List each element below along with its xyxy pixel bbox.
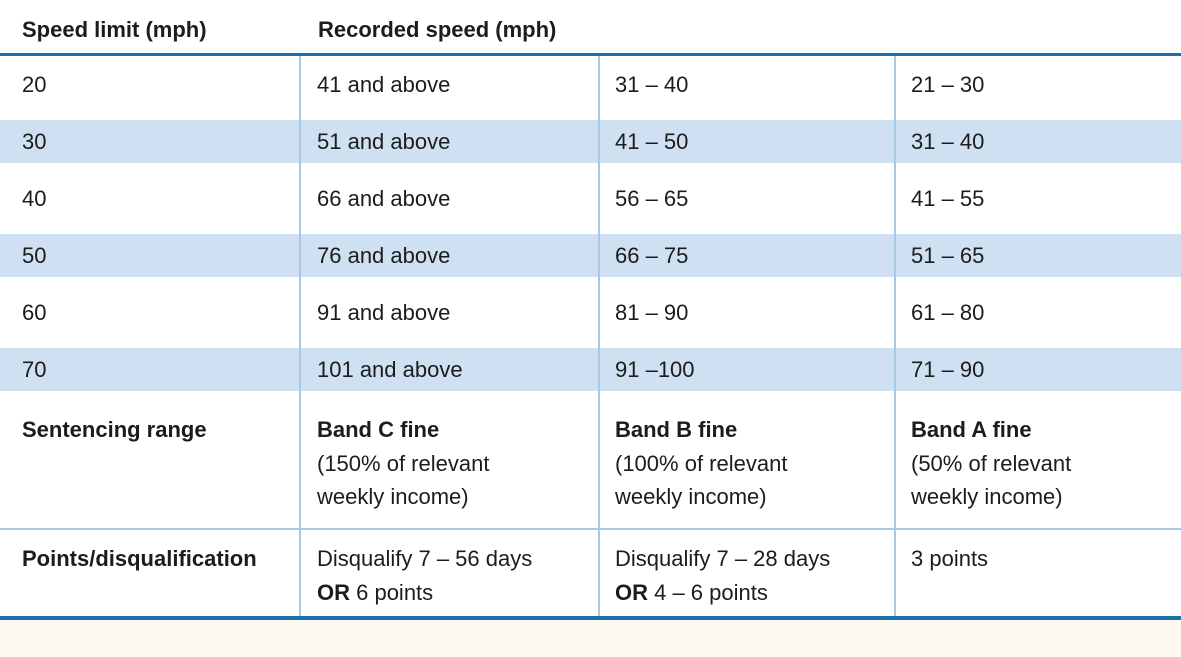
recorded-speed-cell: 51 – 65 [911, 242, 985, 268]
band-b-cell: Band B fine (100% of relevant weekly inc… [598, 398, 894, 514]
band-b-detail-line1: (100% of relevant [615, 450, 788, 476]
table-row-40: 40 66 and above 56 – 65 41 – 55 [0, 170, 1181, 227]
band-c-title: Band C fine [317, 417, 440, 442]
column-divider-1 [299, 56, 301, 616]
band-c-cell: Band C fine (150% of relevant weekly inc… [300, 398, 598, 514]
header-rule [0, 53, 1181, 56]
recorded-speed-cell: 91 –100 [615, 356, 695, 382]
bottom-rule [0, 616, 1181, 620]
or-keyword: OR [615, 579, 648, 605]
speed-limit-cell: 50 [22, 242, 47, 268]
sentencing-range-label: Sentencing range [22, 417, 207, 442]
band-a-detail-line1: (50% of relevant [911, 450, 1072, 476]
speed-limit-cell: 20 [22, 71, 47, 97]
band-b-detail-line2: weekly income) [615, 484, 767, 509]
points-band-b-cell: Disqualify 7 – 28 days OR 4 – 6 points [598, 530, 894, 609]
speed-limit-cell: 70 [22, 356, 47, 382]
table-row-20: 20 41 and above 31 – 40 21 – 30 [0, 56, 1181, 113]
table-body: 20 41 and above 31 – 40 21 – 30 30 51 an… [0, 56, 1181, 616]
table-row-30: 30 51 and above 41 – 50 31 – 40 [0, 113, 1181, 170]
table-row-70: 70 101 and above 91 –100 71 – 90 [0, 341, 1181, 398]
disqualify-line: Disqualify 7 – 28 days [615, 546, 831, 571]
points-disqualification-row: Points/disqualification Disqualify 7 – 5… [0, 530, 1181, 616]
recorded-speed-cell: 41 – 50 [615, 128, 689, 154]
points-text: 6 points [350, 579, 434, 605]
table-row-50: 50 76 and above 66 – 75 51 – 65 [0, 227, 1181, 284]
band-a-cell: Band A fine (50% of relevant weekly inco… [894, 398, 1181, 514]
points-text: 4 – 6 points [648, 579, 768, 605]
recorded-speed-cell: 41 and above [317, 71, 451, 97]
band-a-title: Band A fine [911, 417, 1032, 442]
recorded-speed-cell: 66 – 75 [615, 242, 689, 268]
band-a-detail-line2: weekly income) [911, 484, 1063, 509]
header-speed-limit: Speed limit (mph) [22, 17, 207, 42]
points-line: OR 6 points [317, 576, 598, 610]
band-c-detail-line2: weekly income) [317, 484, 469, 509]
table-header-row: Speed limit (mph) Recorded speed (mph) [0, 0, 1181, 53]
recorded-speed-cell: 31 – 40 [615, 71, 689, 97]
row-separator [0, 528, 1181, 530]
recorded-speed-cell: 81 – 90 [615, 299, 689, 325]
table-row-60: 60 91 and above 81 – 90 61 – 80 [0, 284, 1181, 341]
or-keyword: OR [317, 579, 350, 605]
speed-limit-cell: 40 [22, 185, 47, 211]
disqualify-line: Disqualify 7 – 56 days [317, 546, 533, 571]
recorded-speed-cell: 61 – 80 [911, 299, 985, 325]
header-recorded-speed: Recorded speed (mph) [318, 17, 557, 42]
column-divider-2 [598, 56, 600, 616]
recorded-speed-cell: 71 – 90 [911, 356, 985, 382]
column-divider-3 [894, 56, 896, 616]
sentencing-range-row: Sentencing range Band C fine (150% of re… [0, 398, 1181, 528]
points-disqualification-label: Points/disqualification [22, 546, 257, 571]
points-line: OR 4 – 6 points [615, 576, 894, 610]
speed-limit-cell: 30 [22, 128, 47, 154]
points-band-a-cell: 3 points [894, 530, 1181, 576]
recorded-speed-cell: 91 and above [317, 299, 451, 325]
below-table-area [0, 620, 1181, 657]
recorded-speed-cell: 41 – 55 [911, 185, 985, 211]
recorded-speed-cell: 66 and above [317, 185, 451, 211]
band-b-title: Band B fine [615, 417, 738, 442]
recorded-speed-cell: 76 and above [317, 242, 451, 268]
points-band-c-cell: Disqualify 7 – 56 days OR 6 points [300, 530, 598, 609]
recorded-speed-cell: 31 – 40 [911, 128, 985, 154]
speed-limit-cell: 60 [22, 299, 47, 325]
disqualify-line: 3 points [911, 546, 989, 571]
recorded-speed-cell: 101 and above [317, 356, 463, 382]
recorded-speed-cell: 21 – 30 [911, 71, 985, 97]
recorded-speed-cell: 56 – 65 [615, 185, 689, 211]
recorded-speed-cell: 51 and above [317, 128, 451, 154]
band-c-detail-line1: (150% of relevant [317, 450, 490, 476]
